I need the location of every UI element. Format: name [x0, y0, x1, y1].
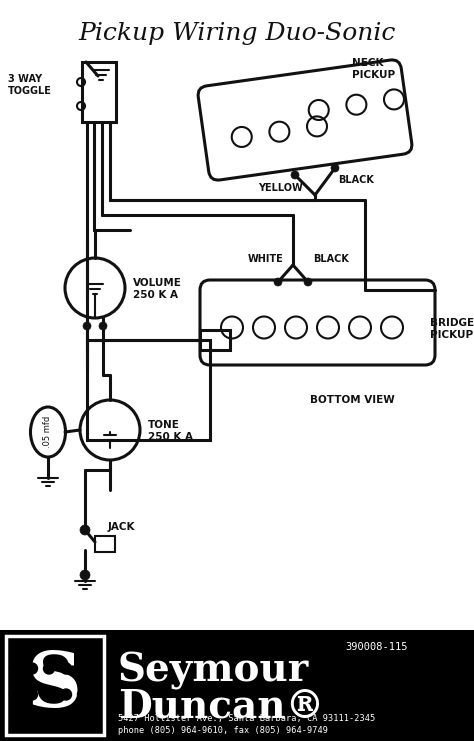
Bar — [87, 340, 210, 440]
Bar — [95, 536, 115, 552]
Text: NECK
PICKUP: NECK PICKUP — [352, 58, 395, 79]
Bar — [200, 330, 230, 350]
Text: WHITE: WHITE — [248, 254, 284, 264]
Bar — [0, 630, 474, 741]
Circle shape — [80, 525, 90, 535]
Circle shape — [80, 570, 90, 580]
Circle shape — [99, 322, 107, 330]
Text: JACK: JACK — [108, 522, 136, 532]
Circle shape — [27, 689, 37, 700]
Text: Duncan®: Duncan® — [118, 688, 324, 726]
Circle shape — [331, 164, 339, 172]
Circle shape — [291, 171, 299, 179]
Circle shape — [78, 663, 89, 674]
Circle shape — [61, 663, 72, 674]
Circle shape — [78, 689, 89, 700]
Text: VOLUME
250 K A: VOLUME 250 K A — [133, 278, 182, 299]
Text: 3 WAY
TOGGLE: 3 WAY TOGGLE — [8, 74, 52, 96]
Circle shape — [9, 689, 20, 700]
Text: phone (805) 964-9610, fax (805) 964-9749: phone (805) 964-9610, fax (805) 964-9749 — [118, 726, 328, 735]
Circle shape — [83, 322, 91, 330]
Circle shape — [27, 663, 37, 674]
Bar — [82, 62, 116, 122]
Circle shape — [44, 689, 55, 700]
Text: BLACK: BLACK — [313, 254, 349, 264]
Text: BOTTOM VIEW: BOTTOM VIEW — [310, 395, 395, 405]
Text: 390008-115: 390008-115 — [345, 642, 408, 652]
Text: Seymour: Seymour — [118, 652, 309, 690]
Text: TONE
250 K A: TONE 250 K A — [148, 420, 193, 442]
Text: 5427 Hollister Ave., Santa Barbara, CA 93111-2345: 5427 Hollister Ave., Santa Barbara, CA 9… — [118, 714, 375, 723]
Text: .05 mfd: .05 mfd — [44, 416, 53, 448]
Text: YELLOW: YELLOW — [258, 183, 303, 193]
Circle shape — [44, 663, 55, 674]
Text: BRIDGE
PICKUP: BRIDGE PICKUP — [430, 318, 474, 339]
Text: BLACK: BLACK — [338, 175, 374, 185]
Circle shape — [304, 278, 312, 286]
Circle shape — [61, 689, 72, 700]
Circle shape — [9, 663, 20, 674]
Circle shape — [274, 278, 282, 286]
Bar — [6, 636, 104, 735]
Text: S: S — [27, 648, 82, 722]
Text: Pickup Wiring Duo-Sonic: Pickup Wiring Duo-Sonic — [78, 22, 396, 45]
